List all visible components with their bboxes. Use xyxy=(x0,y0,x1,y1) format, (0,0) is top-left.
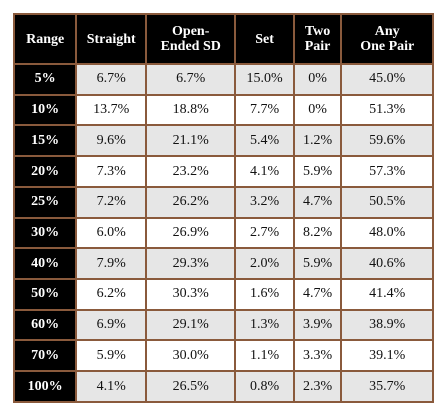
range-cell: 40% xyxy=(15,249,76,279)
straight-cell: 6.7% xyxy=(77,65,146,94)
table-row: 5% 6.7% 6.7% 15.0% 0% 45.0% xyxy=(15,65,432,94)
straight-cell: 7.2% xyxy=(77,187,146,217)
any-one-pair-cell: 35.7% xyxy=(342,372,432,401)
table-row: 40% 7.9% 29.3% 2.0% 5.9% 40.6% xyxy=(15,249,432,279)
straight-cell: 4.1% xyxy=(77,372,146,401)
open-ended-sd-cell: 18.8% xyxy=(147,95,235,125)
open-ended-sd-cell: 26.2% xyxy=(147,187,235,217)
open-ended-sd-cell: 26.5% xyxy=(147,372,235,401)
table-row: 20% 7.3% 23.2% 4.1% 5.9% 57.3% xyxy=(15,157,432,186)
header-any-one-pair: Any One Pair xyxy=(342,15,432,63)
two-pair-cell: 3.3% xyxy=(294,341,341,371)
any-one-pair-cell: 40.6% xyxy=(342,249,432,279)
header-range: Range xyxy=(15,15,76,63)
range-cell: 70% xyxy=(15,341,76,371)
header-open-ended-sd: Open- Ended SD xyxy=(147,15,235,63)
straight-cell: 9.6% xyxy=(77,126,146,156)
any-one-pair-cell: 45.0% xyxy=(342,65,432,94)
header-open-ended-sd-line-1: Open- xyxy=(172,24,210,39)
set-cell: 1.1% xyxy=(236,341,293,371)
table-header: Range Straight Open- Ended SD Set Two Pa… xyxy=(15,15,432,63)
header-any-one-pair-line-1: Any xyxy=(374,24,400,39)
two-pair-cell: 5.9% xyxy=(294,249,341,279)
any-one-pair-cell: 57.3% xyxy=(342,157,432,186)
open-ended-sd-cell: 23.2% xyxy=(147,157,235,186)
straight-cell: 7.3% xyxy=(77,157,146,186)
set-cell: 4.1% xyxy=(236,157,293,186)
range-cell: 50% xyxy=(15,280,76,309)
straight-cell: 6.2% xyxy=(77,280,146,309)
two-pair-cell: 4.7% xyxy=(294,187,341,217)
two-pair-cell: 4.7% xyxy=(294,280,341,309)
header-set-line: Set xyxy=(255,31,274,47)
header-straight: Straight xyxy=(77,15,146,63)
straight-cell: 5.9% xyxy=(77,341,146,371)
header-range-line: Range xyxy=(26,31,65,47)
set-cell: 1.3% xyxy=(236,310,293,340)
range-cell: 5% xyxy=(15,65,76,94)
range-cell: 10% xyxy=(15,95,76,125)
range-cell: 30% xyxy=(15,218,76,248)
any-one-pair-cell: 59.6% xyxy=(342,126,432,156)
header-two-pair-line-1: Two xyxy=(304,24,331,39)
table-row: 25% 7.2% 26.2% 3.2% 4.7% 50.5% xyxy=(15,187,432,217)
table-row: 100% 4.1% 26.5% 0.8% 2.3% 35.7% xyxy=(15,372,432,401)
table-row: 10% 13.7% 18.8% 7.7% 0% 51.3% xyxy=(15,95,432,125)
range-cell: 15% xyxy=(15,126,76,156)
two-pair-cell: 1.2% xyxy=(294,126,341,156)
open-ended-sd-cell: 30.3% xyxy=(147,280,235,309)
table-body: 5% 6.7% 6.7% 15.0% 0% 45.0% 10% 13.7% 18… xyxy=(15,65,432,401)
range-cell: 60% xyxy=(15,310,76,340)
range-cell: 100% xyxy=(15,372,76,401)
set-cell: 3.2% xyxy=(236,187,293,217)
open-ended-sd-cell: 30.0% xyxy=(147,341,235,371)
set-cell: 2.7% xyxy=(236,218,293,248)
set-cell: 5.4% xyxy=(236,126,293,156)
table-row: 60% 6.9% 29.1% 1.3% 3.9% 38.9% xyxy=(15,310,432,340)
set-cell: 7.7% xyxy=(236,95,293,125)
any-one-pair-cell: 39.1% xyxy=(342,341,432,371)
any-one-pair-cell: 48.0% xyxy=(342,218,432,248)
straight-cell: 7.9% xyxy=(77,249,146,279)
two-pair-cell: 0% xyxy=(294,65,341,94)
any-one-pair-cell: 51.3% xyxy=(342,95,432,125)
hand-odds-table-frame: Range Straight Open- Ended SD Set Two Pa… xyxy=(13,13,434,403)
open-ended-sd-cell: 6.7% xyxy=(147,65,235,94)
set-cell: 2.0% xyxy=(236,249,293,279)
set-cell: 1.6% xyxy=(236,280,293,309)
two-pair-cell: 8.2% xyxy=(294,218,341,248)
open-ended-sd-cell: 29.1% xyxy=(147,310,235,340)
range-cell: 20% xyxy=(15,157,76,186)
table-row: 70% 5.9% 30.0% 1.1% 3.3% 39.1% xyxy=(15,341,432,371)
hand-odds-table: Range Straight Open- Ended SD Set Two Pa… xyxy=(13,13,434,403)
straight-cell: 6.9% xyxy=(77,310,146,340)
range-cell: 25% xyxy=(15,187,76,217)
set-cell: 0.8% xyxy=(236,372,293,401)
two-pair-cell: 0% xyxy=(294,95,341,125)
any-one-pair-cell: 38.9% xyxy=(342,310,432,340)
table-row: 30% 6.0% 26.9% 2.7% 8.2% 48.0% xyxy=(15,218,432,248)
header-two-pair-line-2: Pair xyxy=(304,39,331,54)
table-row: 50% 6.2% 30.3% 1.6% 4.7% 41.4% xyxy=(15,280,432,309)
header-any-one-pair-line-2: One Pair xyxy=(360,39,415,54)
two-pair-cell: 2.3% xyxy=(294,372,341,401)
open-ended-sd-cell: 21.1% xyxy=(147,126,235,156)
any-one-pair-cell: 50.5% xyxy=(342,187,432,217)
table-row: 15% 9.6% 21.1% 5.4% 1.2% 59.6% xyxy=(15,126,432,156)
header-open-ended-sd-line-2: Ended SD xyxy=(160,39,221,54)
set-cell: 15.0% xyxy=(236,65,293,94)
header-row: Range Straight Open- Ended SD Set Two Pa… xyxy=(15,15,432,63)
any-one-pair-cell: 41.4% xyxy=(342,280,432,309)
open-ended-sd-cell: 29.3% xyxy=(147,249,235,279)
header-set: Set xyxy=(236,15,293,63)
header-two-pair: Two Pair xyxy=(294,15,341,63)
header-straight-line: Straight xyxy=(86,31,136,47)
open-ended-sd-cell: 26.9% xyxy=(147,218,235,248)
two-pair-cell: 5.9% xyxy=(294,157,341,186)
straight-cell: 6.0% xyxy=(77,218,146,248)
straight-cell: 13.7% xyxy=(77,95,146,125)
two-pair-cell: 3.9% xyxy=(294,310,341,340)
